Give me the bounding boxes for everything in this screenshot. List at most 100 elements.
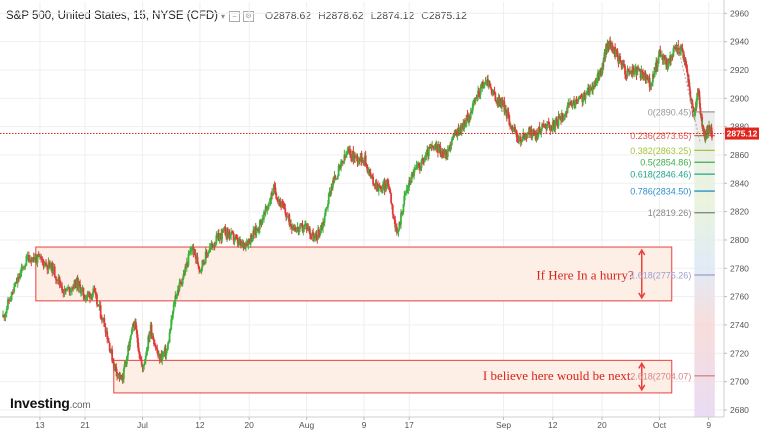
fib-level-label: 1(2819.26): [648, 208, 692, 218]
fib-level-label: 1.618(2775.26): [630, 270, 691, 280]
candle-body: [136, 334, 139, 343]
candle-body: [533, 129, 535, 134]
candle-body: [523, 133, 525, 138]
candle-body: [405, 192, 407, 194]
candle-body: [519, 137, 522, 143]
candle-body: [636, 67, 639, 76]
candle-body: [11, 291, 14, 293]
y-tick-label: 2840: [730, 178, 749, 188]
candle-body: [402, 204, 405, 213]
candle-body: [381, 189, 384, 193]
candle-body: [187, 254, 190, 266]
candle-body: [386, 179, 388, 189]
fib-level-label: 0.236(2873.65): [630, 131, 691, 141]
candle-body: [388, 186, 391, 191]
candle-body: [369, 172, 372, 176]
candle-body: [454, 129, 457, 136]
candle-body: [221, 230, 223, 240]
candle-body: [451, 136, 454, 140]
candle-body: [393, 217, 396, 221]
candle-body: [595, 81, 598, 85]
candle-body: [127, 345, 130, 356]
candle-body: [282, 203, 285, 208]
settings-icon[interactable]: ⚙: [243, 10, 255, 22]
candle-body: [232, 233, 235, 241]
candle-body: [642, 77, 645, 79]
candle-body: [64, 289, 67, 292]
candle-body: [312, 232, 315, 242]
candle-body: [97, 304, 100, 306]
candle-body: [439, 146, 442, 155]
candle-body: [233, 239, 236, 241]
target-zone-box[interactable]: [113, 359, 673, 394]
candle-body: [574, 103, 576, 106]
candle-body: [59, 283, 62, 287]
candle-body: [2, 314, 4, 317]
candle-body: [94, 291, 97, 295]
candle-body: [476, 97, 479, 99]
candle-body: [586, 92, 589, 94]
y-tick-label: 2920: [730, 65, 749, 75]
x-tick-label: 17: [404, 420, 414, 430]
candle-body: [427, 146, 430, 156]
candle-body: [649, 84, 652, 88]
candle-body: [542, 124, 544, 126]
candle-body: [34, 256, 36, 261]
target-zone-box[interactable]: [35, 246, 673, 302]
candle-body: [533, 133, 536, 136]
candle-body: [267, 203, 270, 208]
candle-body: [247, 239, 250, 246]
candle-body: [574, 99, 577, 104]
candle-body: [126, 356, 128, 364]
candle-body: [111, 349, 114, 361]
candle-body: [139, 358, 142, 361]
candle-body: [623, 64, 626, 66]
candle-body: [132, 324, 135, 326]
x-tick-label: Sep: [496, 420, 511, 430]
fib-retracement-fill: [694, 111, 715, 417]
candle-body: [4, 313, 7, 318]
candle-body: [86, 293, 89, 297]
y-tick-label: 2860: [730, 150, 749, 160]
candle-body: [79, 284, 82, 293]
candle-body: [270, 192, 273, 201]
candle-body: [350, 153, 352, 159]
candle-body: [322, 222, 325, 224]
candle-body: [153, 339, 155, 345]
candle-body: [171, 311, 174, 319]
candle-body: [68, 286, 71, 293]
candle-body: [77, 281, 80, 288]
candle-body: [419, 168, 422, 170]
candle-body: [592, 85, 594, 91]
chevron-down-icon[interactable]: ▾: [221, 11, 226, 21]
candle-body: [144, 359, 146, 365]
candle-body: [116, 374, 119, 376]
candle-body: [465, 114, 468, 123]
candle-body: [23, 266, 25, 268]
fib-level-label: 0.382(2863.25): [630, 146, 691, 156]
candle-body: [230, 231, 233, 236]
candle-body: [616, 51, 619, 58]
candle-body: [109, 350, 112, 352]
candle-body: [71, 287, 73, 291]
candle-body: [447, 147, 450, 151]
candle-body: [357, 161, 360, 163]
candle-body: [483, 84, 486, 85]
candle-body: [213, 245, 216, 247]
candle-body: [633, 68, 636, 73]
candle-body: [39, 256, 41, 258]
candle-body: [25, 255, 28, 266]
candle-body: [414, 168, 417, 169]
y-tick-label: 2740: [730, 320, 749, 330]
candle-body: [382, 184, 384, 190]
candle-body: [205, 251, 208, 255]
arrow-down-icon: [638, 292, 646, 300]
candle-body: [482, 81, 484, 86]
candle-body: [684, 59, 687, 65]
candle-body: [143, 364, 146, 366]
candle-body: [624, 74, 627, 76]
collapse-icon[interactable]: –: [229, 10, 241, 22]
candle-body: [420, 159, 423, 169]
candle-body: [360, 153, 363, 162]
